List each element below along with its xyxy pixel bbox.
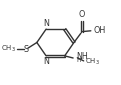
Text: H: H <box>77 58 81 63</box>
Text: N: N <box>43 19 49 28</box>
Text: OH: OH <box>94 26 106 35</box>
Text: CH$_3$: CH$_3$ <box>85 57 100 67</box>
Text: NH: NH <box>76 52 87 61</box>
Text: N: N <box>43 57 49 66</box>
Text: S: S <box>24 45 29 54</box>
Text: CH$_3$: CH$_3$ <box>1 44 16 54</box>
Text: O: O <box>79 10 85 19</box>
